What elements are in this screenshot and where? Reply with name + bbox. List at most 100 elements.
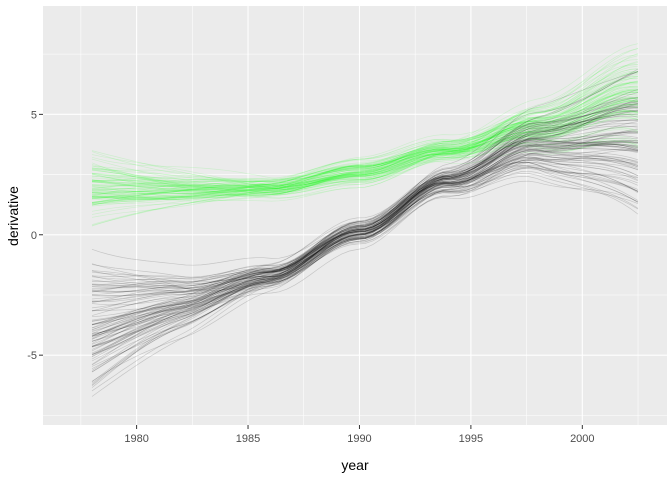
series-line-group-0: [91, 78, 638, 193]
x-tick-label: 1980: [124, 433, 148, 445]
series-line-group-0: [91, 48, 639, 190]
series-line-group-1: [91, 110, 639, 365]
series-line-group-0: [91, 100, 639, 215]
x-tick-label: 2000: [570, 433, 594, 445]
series-line-group-0: [91, 97, 639, 180]
series-line-group-1: [91, 143, 639, 292]
series-line-group-1: [91, 103, 639, 325]
series-line-group-1: [91, 119, 638, 312]
series-line-group-1: [91, 128, 639, 347]
series-line-group-1: [92, 113, 639, 290]
series-line-group-0: [91, 102, 639, 198]
series-line-group-0: [92, 55, 639, 202]
series-line-group-1: [91, 105, 639, 382]
series-line-group-1: [91, 98, 639, 339]
series-line-group-1: [91, 131, 639, 362]
series-line-group-0: [91, 127, 639, 193]
series-line-group-0: [91, 129, 639, 205]
series-line-group-0: [91, 75, 639, 184]
series-line-group-1: [91, 161, 639, 386]
series-line-group-0: [91, 96, 639, 201]
x-tick-label: 1985: [236, 433, 260, 445]
series-line-group-0: [91, 141, 639, 191]
series-line-group-0: [91, 113, 639, 196]
series-line-group-1: [91, 102, 639, 360]
series-line-group-1: [91, 103, 639, 340]
x-axis-ticks: 1980 1985 1990 1995 2000: [124, 425, 595, 445]
series-line-group-0: [91, 47, 639, 226]
series-line-group-1: [91, 101, 639, 322]
series-line-group-1: [91, 119, 639, 386]
y-axis-title: derivative: [5, 186, 21, 246]
series-line-group-0: [91, 60, 639, 205]
series-line-group-0: [91, 86, 639, 199]
series-line-group-1: [91, 156, 639, 302]
series-line-group-0: [91, 117, 639, 191]
series-line-group-1: [91, 108, 639, 335]
series-line-group-1: [91, 100, 639, 302]
series-line-group-0: [91, 76, 639, 196]
series-line-group-0: [91, 98, 639, 195]
series-line-group-0: [91, 91, 639, 199]
series-line-group-1: [91, 71, 639, 290]
series-line-group-0: [91, 86, 639, 200]
series-line-group-1: [91, 165, 639, 329]
series-line-group-1: [91, 132, 639, 285]
series-line-group-0: [91, 81, 639, 182]
series-line-group-1: [91, 149, 639, 296]
series-line-group-1: [91, 137, 639, 337]
series-line-group-1: [91, 132, 639, 355]
series-line-group-1: [91, 166, 639, 287]
series-line-group-1: [91, 172, 639, 344]
series-line-group-0: [91, 75, 639, 203]
grid-minor: [43, 6, 667, 425]
series-line-group-0: [91, 91, 639, 191]
series-line-group-0: [91, 100, 639, 207]
series-line-group-0: [91, 96, 639, 194]
series-line-group-1: [91, 138, 639, 293]
series-line-group-1: [91, 107, 639, 331]
series-line-group-0: [91, 64, 638, 194]
series-line-group-1: [91, 180, 639, 350]
y-tick-label: -5: [27, 350, 37, 362]
y-axis-ticks: -5 0 5: [27, 109, 43, 362]
series-line-group-1: [91, 123, 639, 292]
series-line-group-0: [91, 135, 639, 187]
series-line-group-1: [91, 146, 639, 352]
series-line-group-1: [91, 125, 639, 296]
series-line-group-1: [91, 139, 639, 340]
series-line-group-1: [91, 164, 639, 322]
series-line-group-1: [91, 129, 639, 334]
series-line-group-1: [91, 165, 639, 370]
series-line-group-1: [91, 97, 639, 356]
series-line-group-1: [91, 148, 639, 348]
series-line-group-1: [91, 140, 639, 282]
series-line-group-1: [92, 144, 639, 282]
series-line-group-1: [91, 135, 639, 342]
series-line-group-0: [91, 72, 639, 199]
series-line-group-1: [91, 157, 639, 335]
series-line-group-0: [91, 110, 639, 194]
series-line-group-1: [91, 113, 639, 337]
series-line-group-0: [91, 82, 639, 191]
series-line-group-1: [91, 138, 639, 342]
series-line-group-0: [91, 54, 639, 187]
series-line-group-1: [91, 116, 639, 266]
series-line-group-0: [91, 73, 639, 203]
series-line-group-1: [92, 106, 639, 287]
series-line-group-0: [91, 86, 639, 193]
series-line-group-1: [91, 121, 639, 304]
series-line-group-0: [91, 138, 639, 206]
series-line-group-0: [91, 53, 639, 191]
series-line-group-1: [91, 166, 639, 312]
series-line-group-0: [91, 116, 639, 205]
series-line-group-0: [91, 91, 639, 190]
series-line-group-0: [91, 91, 639, 188]
series-line-group-1: [91, 71, 639, 278]
series-line-group-1: [91, 159, 639, 325]
series-line-group-1: [91, 150, 639, 303]
series-line-group-0: [91, 71, 639, 206]
series-line-group-1: [91, 142, 639, 286]
series-line-group-1: [91, 167, 639, 337]
series-line-group-0: [91, 113, 639, 190]
